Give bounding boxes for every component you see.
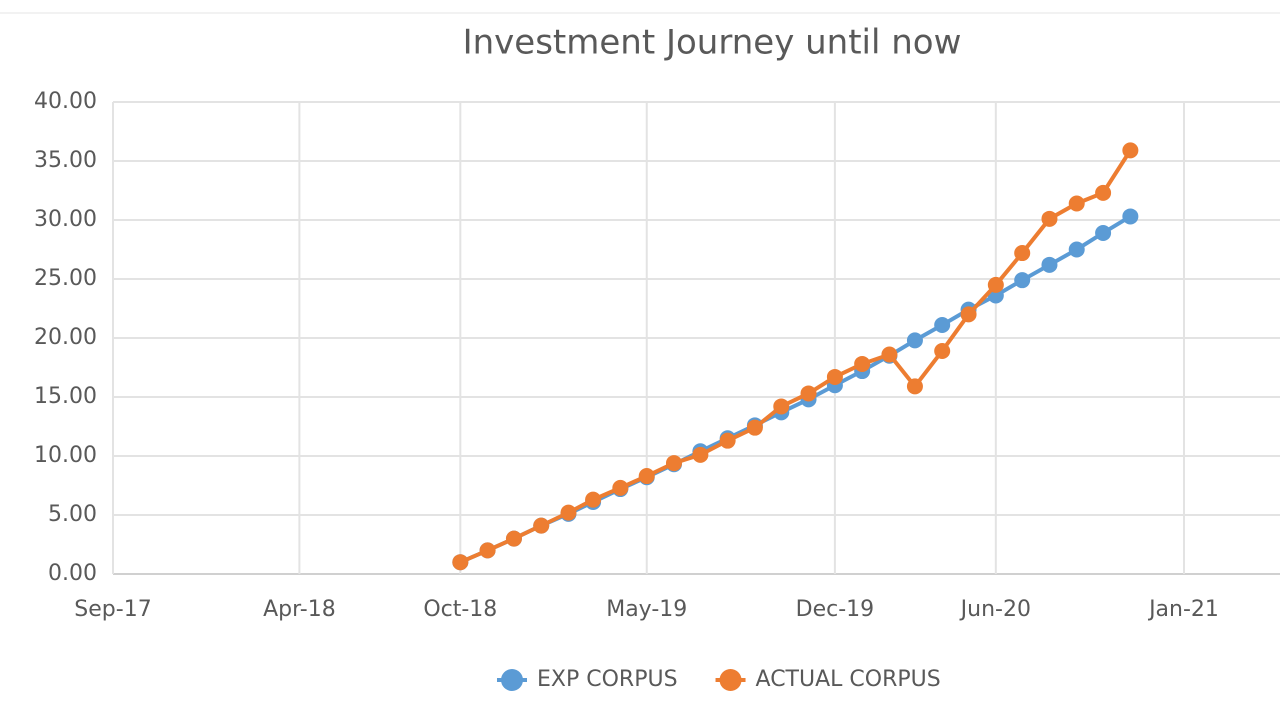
data-point	[826, 368, 843, 385]
y-tick-label: 0.00	[48, 561, 97, 586]
data-point	[1095, 224, 1112, 241]
data-point	[1122, 208, 1139, 225]
y-tick-label: 30.00	[34, 207, 97, 232]
x-tick-label: Dec-19	[796, 597, 875, 622]
data-point	[1014, 245, 1031, 262]
x-tick-label: Apr-18	[263, 597, 336, 622]
series-line	[459, 149, 1133, 565]
y-tick-label: 35.00	[34, 148, 97, 173]
data-point	[719, 432, 736, 449]
data-point	[934, 317, 951, 334]
x-tick-label: Oct-18	[423, 597, 497, 622]
data-point	[1014, 272, 1031, 289]
data-point	[612, 479, 629, 496]
data-point	[881, 346, 898, 363]
data-point	[800, 385, 817, 402]
y-tick-label: 25.00	[34, 266, 97, 291]
chart-title: Investment Journey until now	[463, 23, 962, 63]
data-point	[746, 419, 763, 436]
data-point	[638, 468, 655, 485]
data-point	[987, 276, 1004, 293]
data-point	[906, 378, 923, 395]
data-point	[1068, 195, 1085, 212]
data-point	[585, 491, 602, 508]
data-point	[854, 355, 871, 372]
data-point	[692, 446, 709, 463]
data-point	[533, 517, 550, 534]
x-tick-label: May-19	[606, 597, 687, 622]
data-point	[505, 530, 522, 547]
x-tick-label: Sep-17	[74, 597, 151, 622]
y-tick-label: 40.00	[34, 89, 97, 114]
data-point	[1068, 241, 1085, 258]
data-point	[666, 455, 682, 472]
data-point	[773, 398, 790, 415]
data-point	[560, 504, 577, 521]
data-point	[1041, 210, 1058, 227]
data-point	[1095, 184, 1112, 201]
data-point	[1041, 256, 1058, 273]
legend-label: ACTUAL CORPUS	[756, 667, 941, 692]
y-tick-label: 15.00	[34, 384, 97, 409]
y-tick-label: 20.00	[34, 325, 97, 350]
y-tick-label: 5.00	[48, 502, 97, 527]
data-point	[452, 554, 469, 571]
legend-label: EXP CORPUS	[537, 667, 678, 692]
x-tick-label: Jan-21	[1147, 597, 1219, 622]
y-tick-label: 10.00	[34, 443, 97, 468]
x-tick-label: Jun-20	[959, 597, 1031, 622]
legend-marker	[719, 669, 742, 691]
legend-marker	[501, 669, 523, 691]
data-point	[934, 342, 951, 359]
data-point	[906, 332, 923, 349]
data-point	[1122, 142, 1139, 159]
data-point	[960, 306, 977, 323]
data-point	[479, 542, 496, 559]
